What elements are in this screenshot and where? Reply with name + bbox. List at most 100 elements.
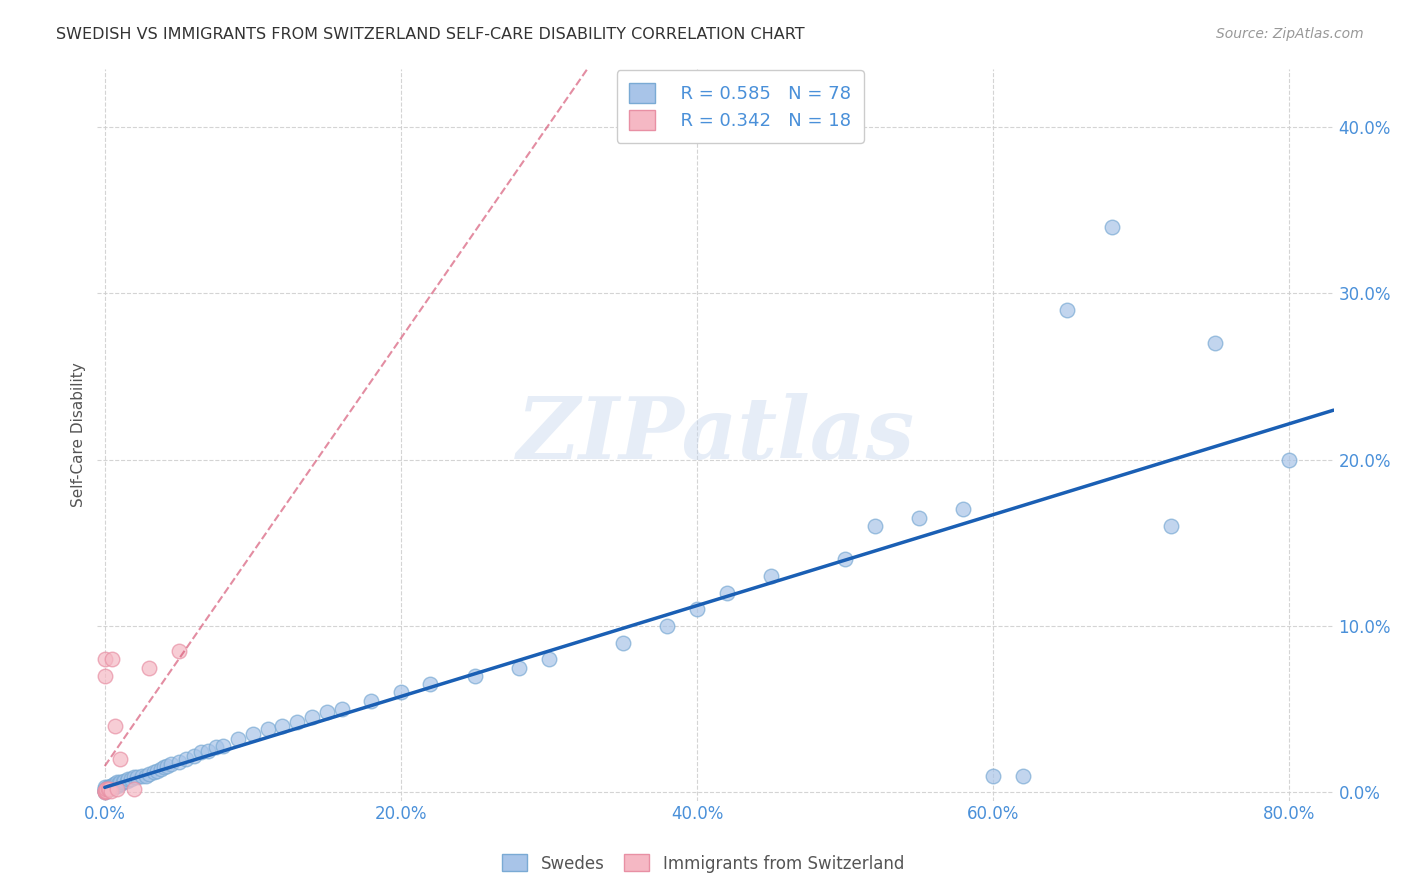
Point [94, 781, 117, 796]
Point [360, 694, 382, 708]
Point [138, 767, 160, 781]
Point [242, 727, 264, 741]
Point [160, 757, 183, 772]
Point [863, 519, 886, 533]
Point [104, 779, 127, 793]
Point [135, 769, 157, 783]
Point [145, 764, 167, 778]
Point [212, 739, 235, 753]
Point [1278, 452, 1301, 467]
Point [96, 783, 118, 797]
Point [834, 552, 856, 566]
Point [117, 772, 139, 786]
Point [124, 770, 146, 784]
Point [107, 777, 129, 791]
Legend:   R = 0.585   N = 78,   R = 0.342   N = 18: R = 0.585 N = 78, R = 0.342 N = 18 [617, 70, 863, 143]
Point [1056, 302, 1078, 317]
Point [330, 702, 353, 716]
Point [952, 502, 974, 516]
Point [94, 652, 117, 666]
Point [612, 635, 634, 649]
Point [226, 732, 249, 747]
Point [100, 780, 122, 795]
Point [94, 783, 117, 797]
Point [96, 781, 118, 796]
Point [256, 722, 278, 736]
Point [150, 762, 173, 776]
Point [97, 781, 120, 796]
Point [97, 780, 120, 795]
Point [98, 781, 121, 796]
Point [285, 715, 308, 730]
Point [103, 777, 125, 791]
Point [104, 719, 127, 733]
Point [657, 619, 679, 633]
Point [112, 773, 135, 788]
Point [101, 780, 124, 795]
Point [100, 783, 122, 797]
Point [981, 769, 1004, 783]
Point [98, 780, 121, 795]
Point [96, 783, 118, 797]
Point [100, 779, 122, 793]
Point [183, 748, 205, 763]
Point [759, 569, 782, 583]
Point [1011, 769, 1033, 783]
Point [94, 781, 117, 796]
Point [1204, 336, 1226, 351]
Point [167, 644, 190, 658]
Point [156, 758, 179, 772]
Point [508, 660, 530, 674]
Point [174, 752, 197, 766]
Point [138, 660, 160, 674]
Point [301, 710, 323, 724]
Point [94, 669, 117, 683]
Point [98, 781, 121, 796]
Point [97, 781, 120, 796]
Point [1160, 519, 1182, 533]
Point [716, 585, 738, 599]
Y-axis label: Self-Care Disability: Self-Care Disability [72, 362, 86, 507]
Point [111, 775, 134, 789]
Text: SWEDISH VS IMMIGRANTS FROM SWITZERLAND SELF-CARE DISABILITY CORRELATION CHART: SWEDISH VS IMMIGRANTS FROM SWITZERLAND S… [56, 27, 804, 42]
Point [389, 685, 412, 699]
Point [315, 706, 337, 720]
Point [108, 777, 131, 791]
Point [204, 740, 226, 755]
Point [104, 777, 127, 791]
Point [537, 652, 560, 666]
Point [94, 780, 117, 795]
Point [108, 775, 131, 789]
Point [686, 602, 709, 616]
Point [142, 765, 165, 780]
Text: ZIPatlas: ZIPatlas [516, 392, 914, 476]
Point [153, 760, 176, 774]
Point [108, 752, 131, 766]
Point [190, 745, 212, 759]
Point [419, 677, 441, 691]
Point [94, 785, 117, 799]
Point [127, 770, 149, 784]
Point [120, 772, 142, 786]
Point [94, 785, 117, 799]
Point [105, 779, 128, 793]
Point [94, 783, 117, 797]
Point [908, 510, 931, 524]
Point [271, 719, 294, 733]
Point [101, 652, 124, 666]
Point [103, 780, 125, 795]
Point [96, 781, 118, 796]
Point [101, 779, 124, 793]
Point [94, 783, 117, 797]
Text: Source: ZipAtlas.com: Source: ZipAtlas.com [1216, 27, 1364, 41]
Point [167, 756, 190, 770]
Point [124, 781, 146, 796]
Legend: Swedes, Immigrants from Switzerland: Swedes, Immigrants from Switzerland [495, 847, 911, 880]
Point [105, 775, 128, 789]
Point [94, 783, 117, 797]
Point [94, 783, 117, 797]
Point [105, 781, 128, 796]
Point [115, 773, 138, 788]
Point [464, 669, 486, 683]
Point [1101, 219, 1123, 234]
